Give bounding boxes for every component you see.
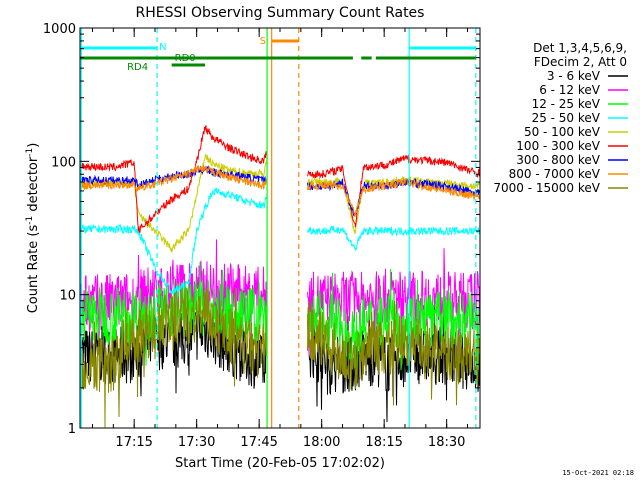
y-axis-label: Count Rate (s-1 detector-1) — [25, 143, 41, 314]
flag-label-5: S — [260, 36, 266, 47]
x-tick-label-0: 17:15 — [115, 435, 152, 450]
series-line-2-1 — [307, 269, 480, 375]
y-axis-label-end: ) — [26, 143, 41, 148]
legend-label-0: 3 - 6 keV — [547, 69, 601, 83]
legend-label-7: 800 - 7000 keV — [509, 167, 601, 181]
series-line-5-1 — [307, 154, 480, 228]
x-tick-label-1: 17:30 — [178, 435, 215, 450]
series-line-3-0 — [80, 187, 268, 295]
legend-header-decimation: FDecim 2, Att 0 — [534, 55, 627, 69]
legend: Det 1,3,4,5,6,9, FDecim 2, Att 0 3 - 6 k… — [493, 41, 628, 195]
legend-label-3: 25 - 50 keV — [532, 111, 601, 125]
series-line-8-1 — [307, 300, 480, 406]
timestamp: 15-Oct-2021 02:18 — [562, 469, 634, 477]
series-line-8-0 — [80, 286, 268, 428]
legend-label-1: 6 - 12 keV — [539, 83, 601, 97]
flag-label-4: RD4 — [127, 62, 148, 73]
flag-label-0: N — [159, 42, 166, 53]
legend-label-8: 7000 - 15000 keV — [493, 181, 600, 195]
y-tick-label-0: 1 — [68, 422, 76, 437]
series-line-0-0 — [80, 292, 268, 397]
legend-label-2: 12 - 25 keV — [532, 97, 601, 111]
x-tick-label-3: 18:00 — [303, 435, 340, 450]
legend-header-detectors: Det 1,3,4,5,6,9, — [533, 41, 627, 55]
x-axis-label: Start Time (20-Feb-05 17:02:02) — [175, 456, 385, 471]
y-axis-label-sup: -1 — [25, 216, 35, 225]
x-tick-label-2: 17:45 — [240, 435, 277, 450]
legend-label-5: 100 - 300 keV — [516, 139, 600, 153]
series-line-3-1 — [307, 225, 480, 251]
y-axis-label-sup2: -1 — [25, 148, 35, 157]
y-axis-label-mid: detector — [26, 156, 41, 216]
x-tick-label-5: 18:30 — [428, 435, 465, 450]
legend-label-6: 300 - 800 keV — [516, 153, 600, 167]
series-line-7-1 — [307, 178, 480, 218]
series-line-6-0 — [80, 165, 268, 189]
plot-area — [80, 28, 480, 428]
y-tick-label-1: 10 — [59, 289, 76, 304]
x-tick-label-4: 18:15 — [365, 435, 402, 450]
series-line-5-0 — [80, 125, 268, 234]
legend-label-4: 50 - 100 keV — [524, 125, 601, 139]
flag-label-2: RD0 — [175, 53, 196, 64]
y-axis-label-main: Count Rate (s — [26, 225, 41, 314]
series-line-7-0 — [80, 164, 268, 193]
chart-title: RHESSI Observing Summary Count Rates — [136, 5, 425, 21]
y-tick-label-2: 100 — [51, 155, 76, 170]
series-line-4-0 — [80, 154, 268, 253]
y-tick-label-3: 1000 — [43, 22, 76, 37]
